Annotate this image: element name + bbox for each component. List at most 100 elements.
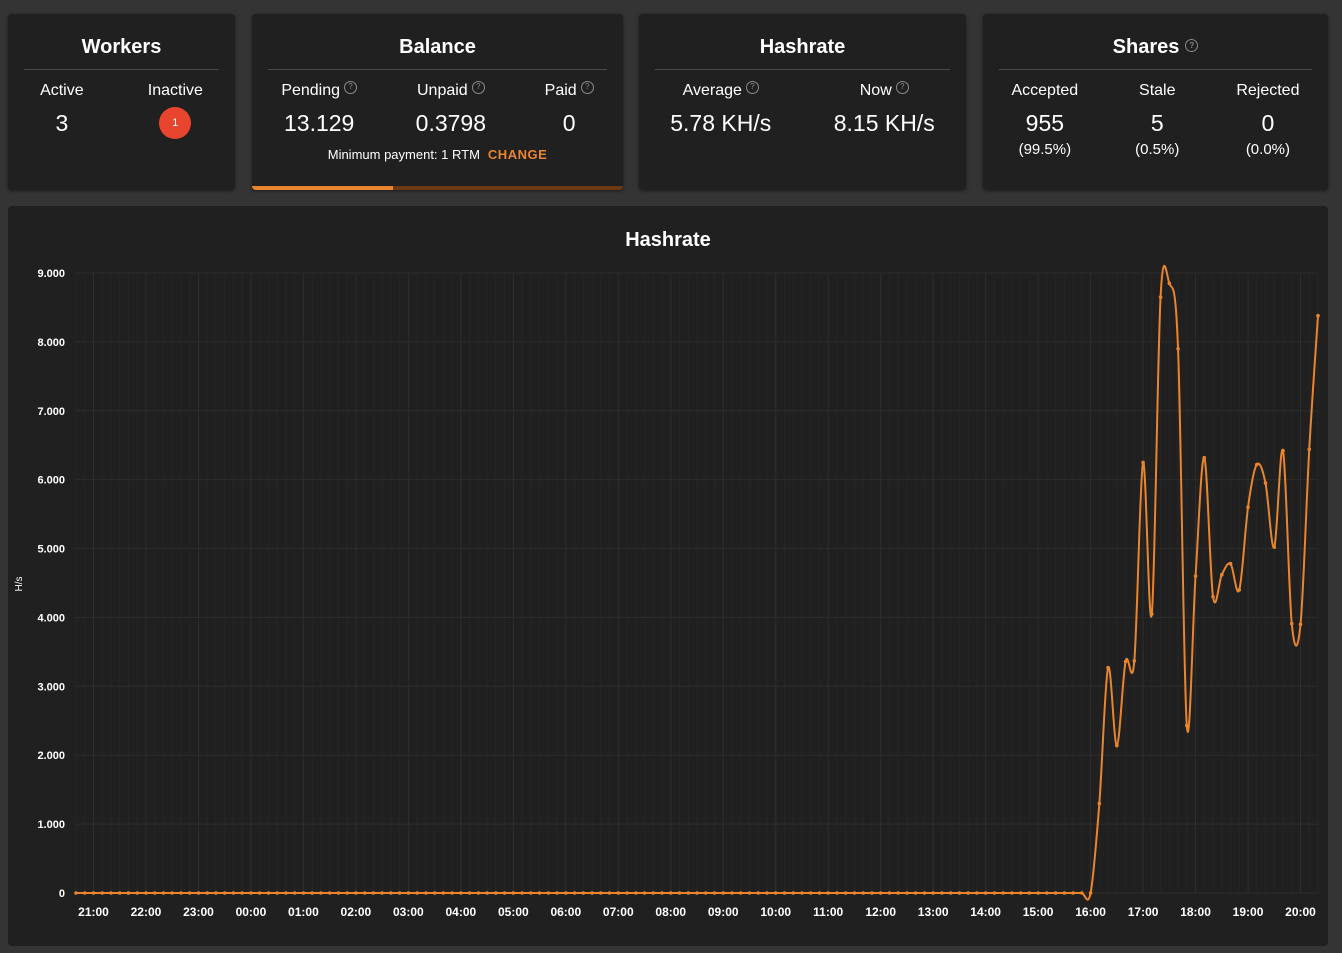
data-point[interactable] bbox=[266, 891, 271, 895]
data-point[interactable] bbox=[1307, 447, 1312, 452]
data-point[interactable] bbox=[940, 891, 944, 895]
data-point[interactable] bbox=[205, 891, 209, 895]
data-point[interactable] bbox=[966, 891, 970, 895]
data-point[interactable] bbox=[870, 891, 874, 895]
data-point[interactable] bbox=[1246, 505, 1250, 510]
data-point[interactable] bbox=[327, 891, 332, 895]
data-point[interactable] bbox=[511, 891, 516, 895]
data-point[interactable] bbox=[389, 891, 393, 895]
data-point[interactable] bbox=[1185, 723, 1189, 728]
data-point[interactable] bbox=[931, 891, 935, 895]
data-point[interactable] bbox=[494, 891, 498, 895]
data-point[interactable] bbox=[240, 891, 244, 895]
data-point[interactable] bbox=[249, 891, 253, 895]
data-point[interactable] bbox=[555, 891, 559, 895]
data-point[interactable] bbox=[1272, 545, 1277, 549]
data-point[interactable] bbox=[1237, 588, 1242, 592]
data-point[interactable] bbox=[502, 891, 507, 895]
data-point[interactable] bbox=[983, 891, 988, 895]
question-circle-icon[interactable]: ? bbox=[745, 80, 759, 94]
data-point[interactable] bbox=[791, 891, 796, 895]
data-point[interactable] bbox=[765, 891, 769, 895]
data-point[interactable] bbox=[852, 891, 857, 895]
data-point[interactable] bbox=[922, 891, 927, 895]
data-point[interactable] bbox=[607, 891, 612, 895]
data-point[interactable] bbox=[467, 891, 472, 895]
data-point[interactable] bbox=[354, 891, 358, 895]
data-point[interactable] bbox=[135, 891, 140, 895]
data-point[interactable] bbox=[1202, 455, 1207, 460]
data-point[interactable] bbox=[257, 891, 262, 895]
data-point[interactable] bbox=[712, 891, 717, 895]
data-point[interactable] bbox=[485, 891, 489, 895]
data-point[interactable] bbox=[397, 891, 402, 895]
data-point[interactable] bbox=[196, 891, 201, 895]
data-point[interactable] bbox=[957, 891, 962, 895]
data-point[interactable] bbox=[529, 891, 533, 895]
data-point[interactable] bbox=[1088, 891, 1093, 895]
data-point[interactable] bbox=[1316, 313, 1320, 318]
data-point[interactable] bbox=[1018, 891, 1023, 895]
data-point[interactable] bbox=[1141, 460, 1145, 465]
data-point[interactable] bbox=[476, 891, 481, 895]
data-point[interactable] bbox=[310, 891, 314, 895]
data-point[interactable] bbox=[1158, 295, 1163, 299]
data-point[interactable] bbox=[1254, 462, 1259, 467]
data-point[interactable] bbox=[695, 891, 699, 895]
data-point[interactable] bbox=[109, 891, 113, 895]
question-circle-icon[interactable]: ? bbox=[471, 80, 485, 94]
data-point[interactable] bbox=[284, 891, 288, 895]
data-point[interactable] bbox=[721, 891, 726, 895]
data-point[interactable] bbox=[432, 891, 437, 895]
data-point[interactable] bbox=[161, 891, 166, 895]
data-point[interactable] bbox=[1132, 659, 1137, 663]
data-point[interactable] bbox=[520, 891, 524, 895]
data-point[interactable] bbox=[301, 891, 306, 895]
data-point[interactable] bbox=[1106, 665, 1110, 670]
data-point[interactable] bbox=[843, 891, 848, 895]
data-point[interactable] bbox=[975, 891, 979, 895]
data-point[interactable] bbox=[187, 891, 192, 895]
data-point[interactable] bbox=[1053, 891, 1058, 895]
data-point[interactable] bbox=[1219, 572, 1224, 577]
data-point[interactable] bbox=[91, 891, 96, 895]
data-point[interactable] bbox=[878, 891, 883, 895]
data-point[interactable] bbox=[371, 891, 376, 895]
data-point[interactable] bbox=[896, 891, 900, 895]
data-point[interactable] bbox=[406, 891, 411, 895]
data-point[interactable] bbox=[826, 891, 830, 895]
data-point[interactable] bbox=[651, 891, 656, 895]
change-min-payment-button[interactable]: CHANGE bbox=[487, 147, 548, 162]
data-point[interactable] bbox=[1071, 891, 1075, 895]
inactive-count-badge[interactable]: 1 bbox=[159, 107, 192, 139]
data-point[interactable] bbox=[598, 891, 603, 895]
data-point[interactable] bbox=[1193, 574, 1198, 578]
data-point[interactable] bbox=[424, 891, 428, 895]
data-point[interactable] bbox=[660, 891, 664, 895]
data-point[interactable] bbox=[1062, 891, 1067, 895]
data-point[interactable] bbox=[1027, 891, 1032, 895]
data-point[interactable] bbox=[581, 891, 586, 895]
data-point[interactable] bbox=[808, 891, 813, 895]
data-point[interactable] bbox=[152, 891, 157, 895]
data-point[interactable] bbox=[1298, 622, 1303, 627]
data-point[interactable] bbox=[82, 891, 87, 895]
data-point[interactable] bbox=[459, 891, 463, 895]
data-point[interactable] bbox=[214, 891, 218, 895]
data-point[interactable] bbox=[275, 891, 279, 895]
data-point[interactable] bbox=[1167, 281, 1172, 286]
data-point[interactable] bbox=[1281, 448, 1285, 453]
data-point[interactable] bbox=[642, 891, 647, 895]
data-point[interactable] bbox=[1150, 612, 1154, 616]
data-point[interactable] bbox=[1123, 659, 1128, 664]
data-point[interactable] bbox=[782, 891, 787, 895]
data-point[interactable] bbox=[703, 891, 708, 895]
data-point[interactable] bbox=[179, 891, 183, 895]
data-point[interactable] bbox=[948, 891, 953, 895]
data-point[interactable] bbox=[773, 891, 778, 895]
question-circle-icon[interactable]: ? bbox=[1185, 39, 1199, 52]
data-point[interactable] bbox=[537, 891, 542, 895]
data-point[interactable] bbox=[1289, 621, 1294, 626]
data-point[interactable] bbox=[887, 891, 892, 895]
data-point[interactable] bbox=[625, 891, 629, 895]
